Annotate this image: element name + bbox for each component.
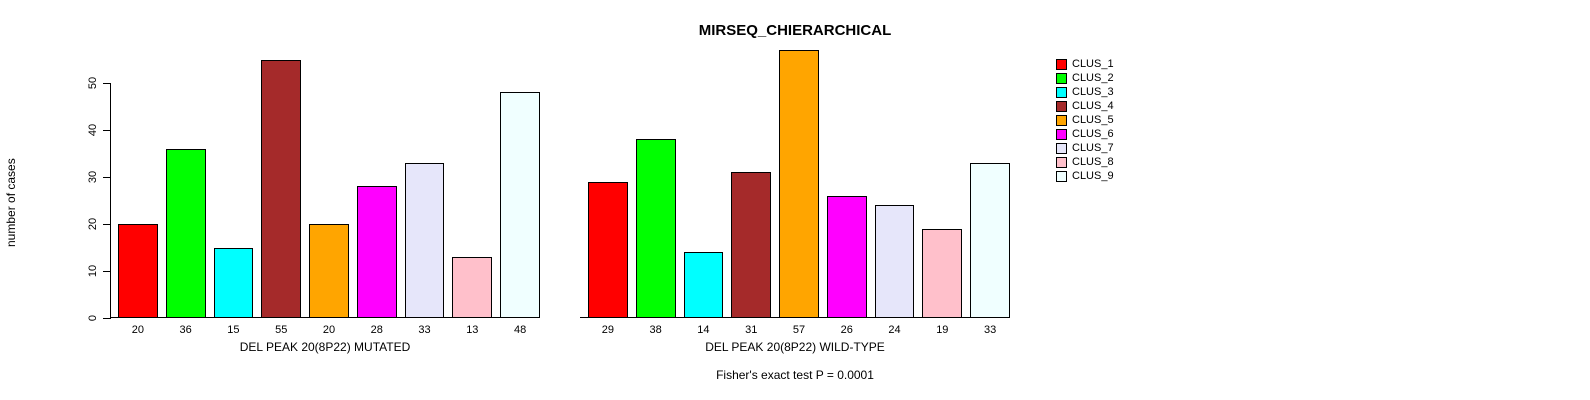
- y-axis-tick-label: 50: [87, 76, 99, 90]
- y-axis-title: number of cases: [4, 158, 18, 247]
- bar-wildtype-clus_7: [874, 205, 915, 318]
- x-axis-label-wildtype: DEL PEAK 20(8P22) WILD-TYPE: [705, 340, 885, 354]
- legend-label: CLUS_3: [1072, 86, 1114, 98]
- bar-mutated-clus_2: [165, 148, 206, 318]
- bar-value-label: 14: [697, 324, 710, 336]
- bar-wildtype-clus_4: [731, 172, 772, 318]
- bar-value-label: 20: [322, 324, 336, 336]
- bar-wildtype-clus_9: [970, 162, 1010, 318]
- bar-mutated-clus_1: [117, 224, 158, 318]
- legend-label: CLUS_4: [1072, 100, 1114, 112]
- fisher-test-caption: Fisher's exact test P = 0.0001: [716, 368, 874, 382]
- legend-swatch-clus_5: [1056, 114, 1067, 126]
- legend-label: CLUS_2: [1072, 72, 1114, 84]
- y-axis-tick: [103, 130, 110, 131]
- y-axis-tick-label: 20: [87, 217, 99, 231]
- y-axis-tick: [103, 318, 110, 319]
- bar-value-label: 33: [983, 324, 997, 336]
- bar-mutated-clus_3: [213, 247, 254, 318]
- bar-mutated-clus_9: [500, 92, 540, 318]
- legend-swatch-clus_7: [1056, 142, 1067, 154]
- y-axis-tick-label: 10: [87, 264, 99, 278]
- bar-value-label: 15: [227, 324, 240, 336]
- legend-swatch-clus_6: [1056, 128, 1067, 140]
- bar-value-label: 55: [275, 324, 288, 336]
- bar-value-label: 48: [513, 324, 527, 336]
- bar-mutated-clus_4: [261, 59, 302, 318]
- bar-value-label: 57: [792, 324, 806, 336]
- chart-title: MIRSEQ_CHIERARCHICAL: [698, 22, 892, 39]
- legend-item: CLUS_4: [1056, 100, 1114, 112]
- bar-panel-mutated: 20 36 15 55 20 28 33 13 48: [110, 50, 540, 336]
- legend-swatch-clus_8: [1056, 156, 1067, 168]
- bar-wildtype-clus_8: [922, 228, 963, 318]
- bar-wildtype-clus_1: [587, 181, 628, 318]
- legend-item: CLUS_3: [1056, 86, 1114, 98]
- bar-panel-wildtype: 29 38 14 31 57 26 24 19 33: [580, 50, 1010, 336]
- legend-swatch-clus_1: [1056, 58, 1067, 70]
- legend-label: CLUS_6: [1072, 128, 1114, 140]
- legend-swatch-clus_9: [1056, 170, 1067, 182]
- bar-value-label: 29: [601, 324, 614, 336]
- y-axis-tick: [103, 177, 110, 178]
- bar-value-label: 31: [745, 324, 758, 336]
- y-axis-tick-label: 0: [87, 314, 99, 322]
- legend-label: CLUS_5: [1072, 114, 1114, 126]
- legend-label: CLUS_1: [1072, 58, 1114, 70]
- y-axis-line: [110, 83, 111, 319]
- bar-mutated-clus_6: [356, 186, 397, 318]
- legend-item: CLUS_6: [1056, 128, 1114, 140]
- bar-value-label: 19: [936, 324, 949, 336]
- y-axis-tick-label: 30: [87, 170, 99, 184]
- bar-value-label: 38: [649, 324, 662, 336]
- y-axis-tick-label: 40: [87, 123, 99, 137]
- bar-wildtype-clus_5: [779, 50, 819, 318]
- bar-value-label: 20: [131, 324, 144, 336]
- y-axis-tick: [103, 271, 110, 272]
- legend-item: CLUS_2: [1056, 72, 1114, 84]
- legend-label: CLUS_9: [1072, 170, 1114, 182]
- legend: CLUS_1 CLUS_2 CLUS_3 CLUS_4 CLUS_5 CLUS_6 CLUS…: [1056, 58, 1114, 182]
- bar-mutated-clus_8: [452, 256, 493, 318]
- y-axis-tick: [103, 224, 110, 225]
- legend-item: CLUS_9: [1056, 170, 1114, 182]
- bar-value-label: 33: [418, 324, 431, 336]
- bar-value-label: 13: [466, 324, 479, 336]
- bar-mutated-clus_7: [404, 162, 445, 318]
- legend-item: CLUS_1: [1056, 58, 1114, 70]
- bar-value-label: 36: [179, 324, 192, 336]
- bar-value-label: 28: [370, 324, 383, 336]
- bar-wildtype-clus_6: [826, 195, 867, 318]
- bar-wildtype-clus_2: [635, 139, 676, 318]
- bar-mutated-clus_5: [309, 224, 349, 318]
- legend-swatch-clus_2: [1056, 72, 1067, 84]
- x-axis-label-mutated: DEL PEAK 20(8P22) MUTATED: [239, 340, 411, 354]
- bar-wildtype-clus_3: [683, 252, 724, 318]
- legend-item: CLUS_5: [1056, 114, 1114, 126]
- legend-label: CLUS_8: [1072, 156, 1114, 168]
- bar-value-label: 26: [840, 324, 853, 336]
- legend-label: CLUS_7: [1072, 142, 1114, 154]
- bar-value-label: 24: [888, 324, 901, 336]
- legend-item: CLUS_7: [1056, 142, 1114, 154]
- legend-swatch-clus_3: [1056, 86, 1067, 98]
- y-axis-tick: [103, 83, 110, 84]
- legend-swatch-clus_4: [1056, 100, 1067, 112]
- legend-item: CLUS_8: [1056, 156, 1114, 168]
